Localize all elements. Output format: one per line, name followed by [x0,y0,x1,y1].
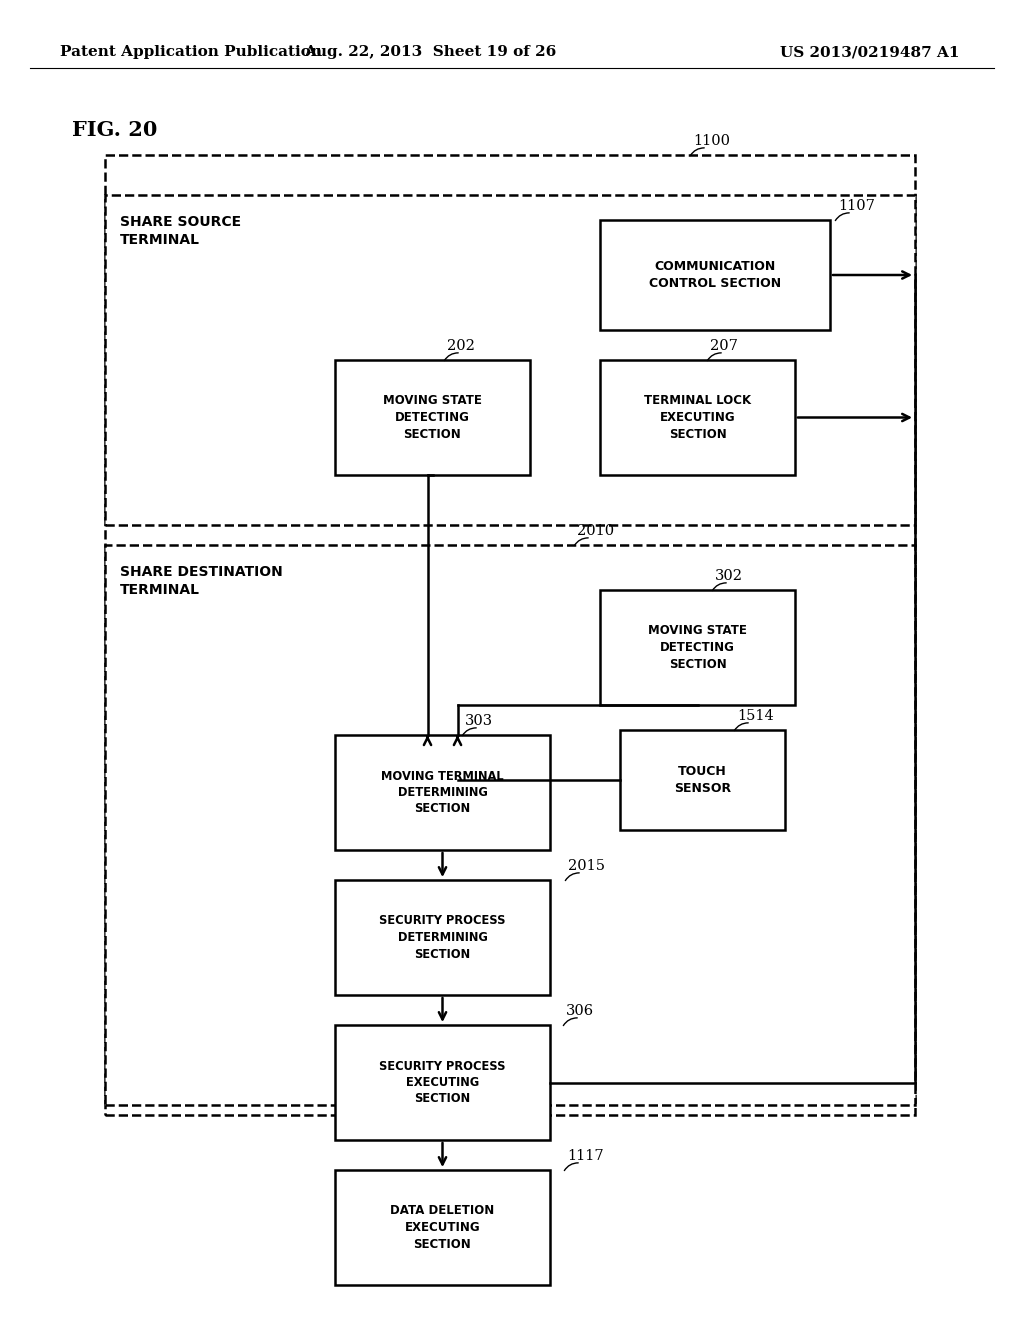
Bar [600,590,795,705]
Text: SECURITY PROCESS
EXECUTING
SECTION: SECURITY PROCESS EXECUTING SECTION [379,1060,506,1106]
Text: Aug. 22, 2013  Sheet 19 of 26: Aug. 22, 2013 Sheet 19 of 26 [304,45,556,59]
Text: 1514: 1514 [737,709,774,723]
Text: 2010: 2010 [577,524,614,539]
Text: 1107: 1107 [838,199,874,213]
Text: TERMINAL LOCK
EXECUTING
SECTION: TERMINAL LOCK EXECUTING SECTION [644,395,751,441]
Bar [600,360,795,475]
Text: FIG. 20: FIG. 20 [72,120,158,140]
Bar [105,195,915,525]
Bar [335,360,530,475]
Text: 207: 207 [710,339,738,352]
Bar [600,220,830,330]
Text: MOVING STATE
DETECTING
SECTION: MOVING STATE DETECTING SECTION [648,624,746,671]
Text: SHARE SOURCE
TERMINAL: SHARE SOURCE TERMINAL [120,215,241,247]
Text: 306: 306 [566,1005,594,1018]
Bar [335,1170,550,1284]
Text: 303: 303 [465,714,494,729]
Bar [620,730,785,830]
Text: US 2013/0219487 A1: US 2013/0219487 A1 [780,45,961,59]
Bar [335,880,550,995]
Bar [335,1026,550,1140]
Bar [105,545,915,1105]
Text: MOVING STATE
DETECTING
SECTION: MOVING STATE DETECTING SECTION [383,395,482,441]
Text: SECURITY PROCESS
DETERMINING
SECTION: SECURITY PROCESS DETERMINING SECTION [379,915,506,961]
Text: DATA DELETION
EXECUTING
SECTION: DATA DELETION EXECUTING SECTION [390,1204,495,1250]
Text: 302: 302 [715,569,743,583]
Text: 202: 202 [447,339,475,352]
Text: MOVING TERMINAL
DETERMINING
SECTION: MOVING TERMINAL DETERMINING SECTION [381,770,504,816]
Text: TOUCH
SENSOR: TOUCH SENSOR [674,766,731,795]
Bar [105,154,915,1115]
Bar [335,735,550,850]
Text: 1100: 1100 [693,135,730,148]
Text: Patent Application Publication: Patent Application Publication [60,45,322,59]
Text: COMMUNICATION
CONTROL SECTION: COMMUNICATION CONTROL SECTION [649,260,781,290]
Text: 1117: 1117 [567,1148,603,1163]
Text: SHARE DESTINATION
TERMINAL: SHARE DESTINATION TERMINAL [120,565,283,597]
Text: 2015: 2015 [568,859,605,873]
